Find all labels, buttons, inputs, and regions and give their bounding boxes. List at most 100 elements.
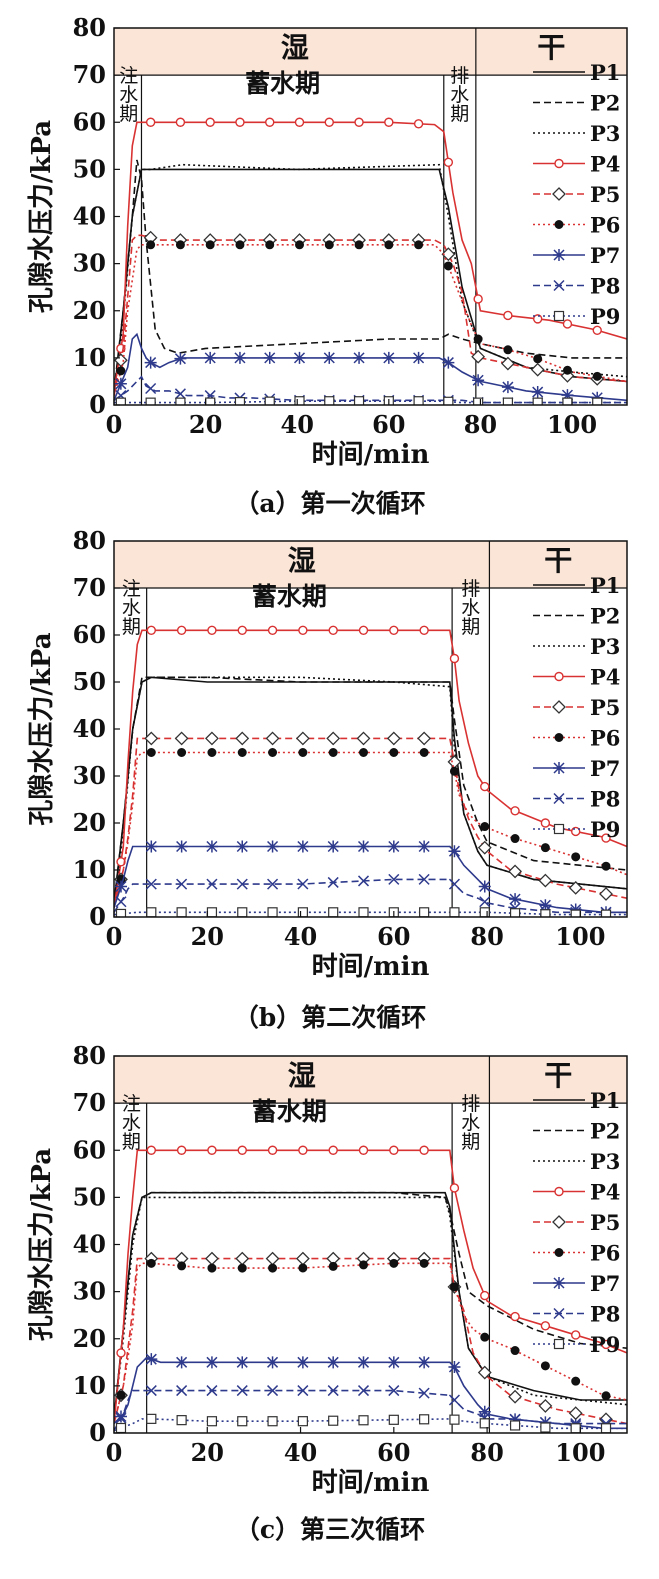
marker-p4 xyxy=(389,625,399,635)
marker-p5 xyxy=(441,247,456,262)
marker-p7 xyxy=(531,386,544,399)
marker-p9 xyxy=(206,1416,218,1427)
marker-p5 xyxy=(477,840,492,855)
marker-p7 xyxy=(236,1356,249,1369)
marker-p9 xyxy=(540,909,551,917)
marker-p9 xyxy=(146,1413,157,1424)
marker-p4 xyxy=(145,117,156,127)
marker-p9 xyxy=(294,396,305,405)
x-tick-label: 100 xyxy=(555,922,605,951)
marker-p7 xyxy=(204,351,217,364)
legend-label-p1: P1 xyxy=(590,1088,620,1113)
marker-p5 xyxy=(295,731,310,746)
legend-marker-p5 xyxy=(552,700,566,714)
marker-p6 xyxy=(359,748,369,757)
marker-p9 xyxy=(115,908,127,917)
y-tick-label: 50 xyxy=(73,154,106,183)
y-tick-label: 80 xyxy=(73,1041,106,1070)
marker-p7 xyxy=(569,903,582,916)
marker-p9 xyxy=(115,1422,127,1433)
marker-p8 xyxy=(448,1394,460,1406)
marker-p6 xyxy=(298,748,308,757)
marker-p4 xyxy=(592,325,602,335)
legend-label-p1: P1 xyxy=(590,573,620,598)
legend-label-p3: P3 xyxy=(590,121,620,146)
marker-p6 xyxy=(146,1258,156,1268)
series-line-p6 xyxy=(114,1262,627,1424)
phase-inject-char: 期 xyxy=(119,103,138,125)
marker-p8 xyxy=(357,875,370,887)
y-tick-label: 0 xyxy=(89,390,106,419)
marker-p8 xyxy=(479,896,491,908)
marker-p6 xyxy=(510,1346,520,1356)
marker-p6 xyxy=(237,1263,247,1273)
marker-p7 xyxy=(114,880,127,893)
legend-label-p7: P7 xyxy=(590,756,620,781)
legend-label-p5: P5 xyxy=(590,182,620,207)
marker-p4 xyxy=(389,1145,399,1155)
marker-p9 xyxy=(358,1415,369,1426)
marker-p4 xyxy=(510,1311,520,1322)
phase-inject-char: 注 xyxy=(122,1093,141,1115)
marker-p6 xyxy=(540,843,550,853)
marker-p7 xyxy=(114,377,127,390)
legend-marker-p5 xyxy=(552,1215,566,1229)
marker-p5 xyxy=(530,362,545,377)
marker-p4 xyxy=(354,117,364,127)
marker-p6 xyxy=(473,334,483,344)
x-tick-label: 0 xyxy=(106,1438,123,1467)
marker-p8 xyxy=(174,388,186,400)
series-layer xyxy=(114,625,627,917)
legend-marker-p9 xyxy=(553,1338,565,1350)
legend-marker-p4 xyxy=(554,671,564,682)
plot-frame xyxy=(113,540,628,918)
phase-band xyxy=(114,541,627,588)
marker-p7 xyxy=(236,840,249,853)
marker-p9 xyxy=(237,1416,248,1427)
legend-label-p5: P5 xyxy=(590,695,620,720)
marker-p4 xyxy=(267,1145,278,1155)
marker-p6 xyxy=(268,1263,278,1273)
y-tick-label: 0 xyxy=(89,1418,106,1447)
marker-p5 xyxy=(477,1365,492,1380)
marker-p4 xyxy=(328,1145,338,1155)
marker-p8 xyxy=(206,1385,218,1397)
marker-p6 xyxy=(324,240,334,250)
phase-wet-label: 湿 xyxy=(288,1059,316,1092)
series-line-p2 xyxy=(114,676,627,903)
marker-p7 xyxy=(296,840,309,853)
marker-p7 xyxy=(478,1405,491,1418)
series-line-p3 xyxy=(114,676,627,904)
marker-p5 xyxy=(568,1406,583,1421)
marker-p6 xyxy=(207,748,217,757)
marker-p6 xyxy=(177,748,187,757)
marker-p6 xyxy=(359,1260,369,1270)
marker-p4 xyxy=(510,806,520,816)
marker-p4 xyxy=(267,625,278,635)
phase-store-label: 蓄水期 xyxy=(252,1097,327,1126)
marker-p7 xyxy=(323,351,336,364)
x-axis-title: 时间/min xyxy=(312,952,430,982)
phase-inject-char: 水 xyxy=(119,84,138,106)
x-tick-label: 0 xyxy=(106,410,123,439)
legend-marker-p8 xyxy=(553,792,565,805)
marker-p6 xyxy=(116,366,126,376)
x-tick-label: 80 xyxy=(464,410,497,439)
marker-p5 xyxy=(471,349,486,364)
marker-p8 xyxy=(176,1385,188,1397)
marker-p8 xyxy=(388,873,400,885)
y-tick-label: 60 xyxy=(73,107,106,136)
x-tick-label: 60 xyxy=(377,1438,410,1467)
marker-p4 xyxy=(324,117,334,127)
legend-marker-p7 xyxy=(553,1277,565,1289)
marker-p7 xyxy=(382,351,395,364)
phase-dry-label: 干 xyxy=(544,1059,572,1092)
legend-label-p6: P6 xyxy=(590,1241,620,1266)
legend-marker-p7 xyxy=(553,762,565,774)
series-line-p5 xyxy=(114,234,627,396)
marker-p9 xyxy=(146,907,157,917)
marker-p7 xyxy=(357,840,370,853)
marker-p6 xyxy=(510,834,520,844)
marker-p9 xyxy=(297,907,308,917)
